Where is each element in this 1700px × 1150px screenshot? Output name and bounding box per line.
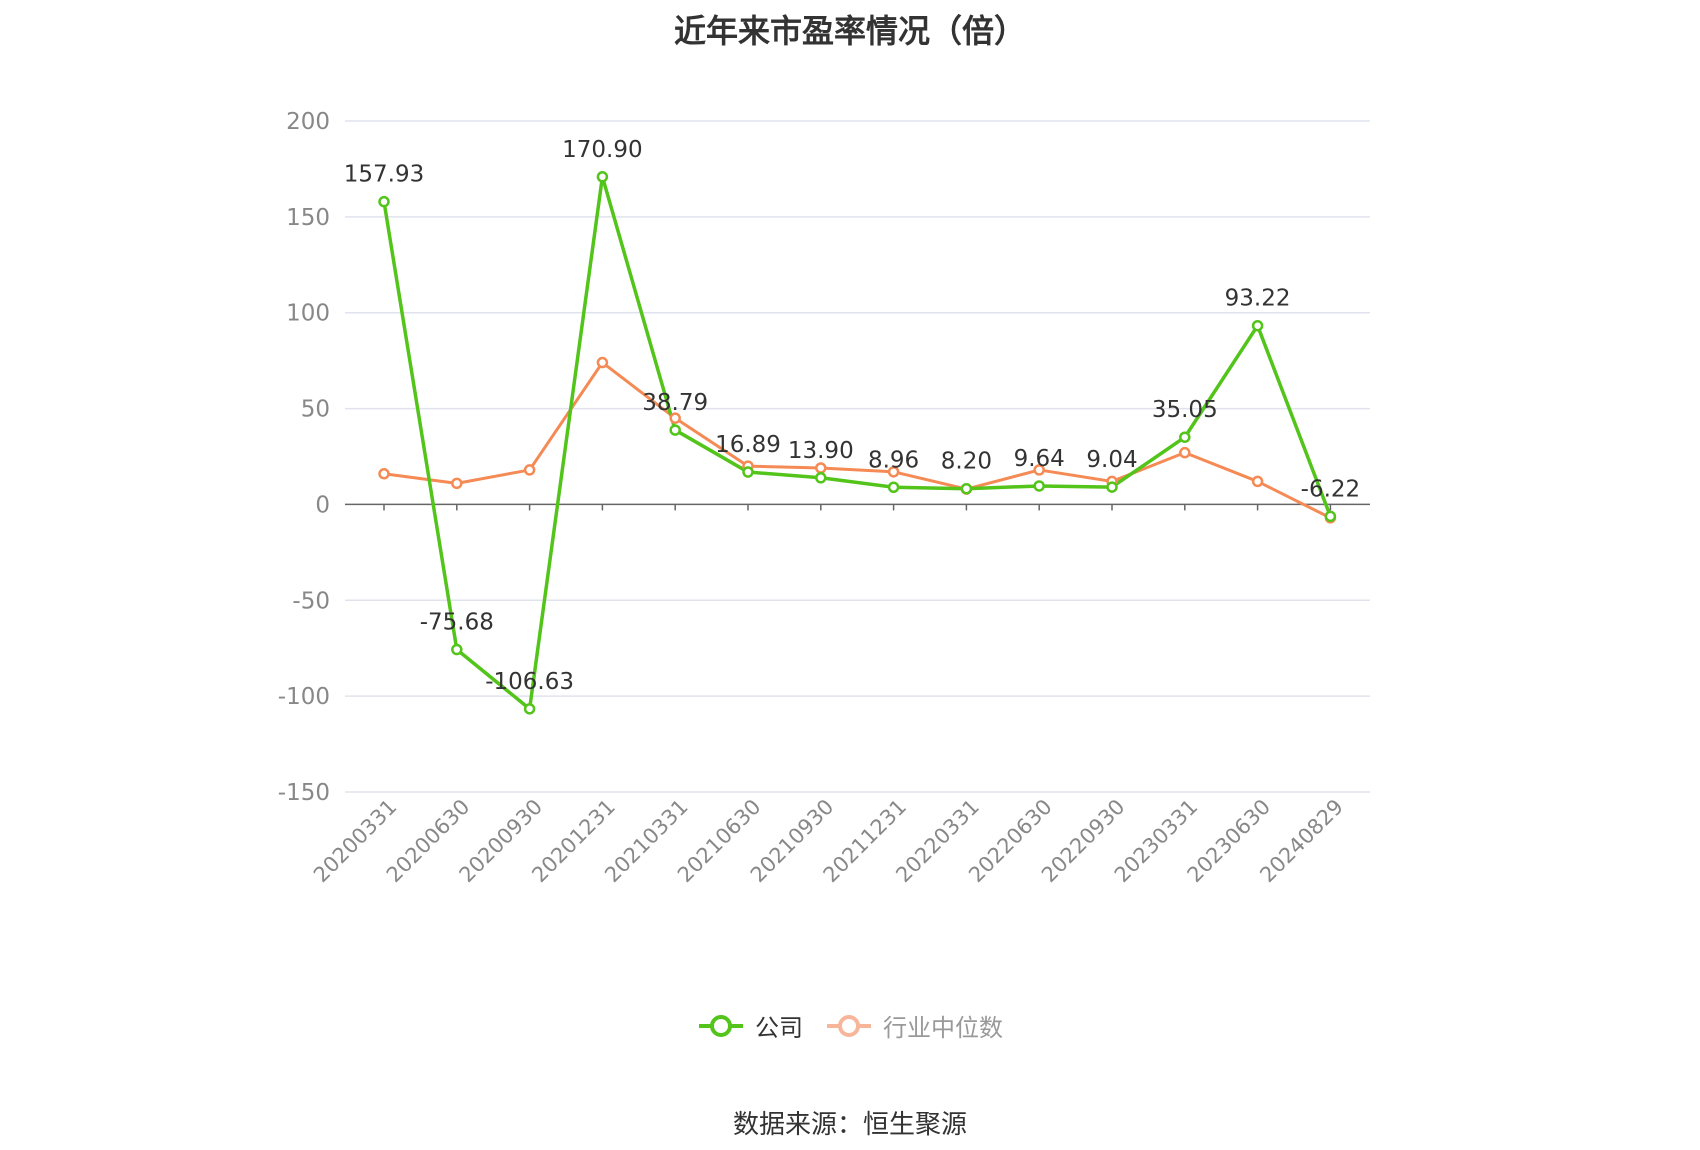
data-label: 8.96 — [868, 447, 919, 473]
source-note: 数据来源：恒生聚源 — [732, 1110, 967, 1140]
data-label: 38.79 — [642, 390, 708, 416]
y-tick-label: 200 — [286, 109, 330, 135]
y-tick-label: 100 — [286, 301, 330, 327]
data-point-industry-median[interactable] — [815, 462, 827, 474]
data-point-industry-median[interactable] — [378, 468, 390, 480]
legend-industry-label: 行业中位数 — [883, 1014, 1003, 1042]
data-point-company[interactable] — [815, 472, 827, 484]
data-point-industry-median[interactable] — [596, 356, 609, 369]
data-label: -75.68 — [420, 610, 494, 636]
series-line-industry-median — [383, 361, 1332, 520]
data-point-industry-median[interactable] — [1179, 446, 1191, 459]
data-point-company[interactable] — [451, 643, 463, 656]
data-point-company[interactable] — [1251, 319, 1264, 332]
data-label: 9.64 — [1014, 446, 1065, 472]
data-label: 13.90 — [788, 438, 854, 464]
data-point-company[interactable] — [1179, 431, 1191, 443]
data-label: 93.22 — [1225, 286, 1291, 312]
data-point-company[interactable] — [1033, 480, 1045, 492]
data-point-company[interactable] — [960, 482, 973, 495]
data-point-industry-median[interactable] — [1251, 475, 1264, 488]
data-point-company[interactable] — [669, 424, 681, 436]
data-labels: 157.93 -75.68 -106.63 170.90 38.79 16.89 13.90… — [344, 137, 1360, 695]
legend-item-industry-median[interactable]: 行业中位数 — [825, 1008, 1003, 1043]
legend: 公司 行业中位数 — [0, 1008, 1700, 1043]
y-tick-label: 50 — [301, 397, 330, 423]
y-tick-label: 0 — [315, 492, 330, 518]
data-label: -106.63 — [485, 669, 574, 695]
data-point-industry-median[interactable] — [669, 412, 681, 424]
series-lines — [382, 175, 1333, 711]
data-point-company[interactable] — [378, 195, 390, 208]
line-chart: -150-100-5005010015020020200331202006302… — [278, 109, 1370, 887]
data-label: 9.04 — [1086, 447, 1137, 473]
legend-item-company[interactable]: 公司 — [697, 1008, 803, 1043]
data-point-company[interactable] — [523, 703, 536, 715]
data-point-industry-median[interactable] — [887, 466, 900, 478]
data-label: 8.20 — [941, 449, 992, 475]
data-label: 170.90 — [562, 137, 642, 163]
data-point-company[interactable] — [742, 466, 754, 478]
data-point-industry-median[interactable] — [451, 477, 463, 490]
y-tick-label: -50 — [292, 588, 330, 614]
data-label: 35.05 — [1152, 397, 1218, 423]
data-point-industry-median[interactable] — [1033, 464, 1045, 476]
data-label: 157.93 — [344, 162, 424, 188]
legend-industry-swatch — [827, 1014, 871, 1037]
legend-company-label: 公司 — [755, 1014, 803, 1042]
y-tick-label: 150 — [286, 205, 330, 231]
series-line-company — [382, 175, 1333, 711]
data-point-company[interactable] — [1106, 481, 1118, 493]
chart-title: 近年来市盈率情况（倍） — [673, 12, 1026, 50]
data-label: 16.89 — [715, 432, 781, 458]
data-point-company[interactable] — [1324, 510, 1337, 523]
data-label: -6.22 — [1301, 476, 1361, 502]
y-tick-label: -150 — [278, 780, 330, 806]
data-point-company[interactable] — [596, 171, 609, 183]
y-tick-label: -100 — [278, 684, 330, 710]
axes: -150-100-5005010015020020200331202006302… — [278, 109, 1370, 887]
data-points — [378, 171, 1337, 715]
data-point-company[interactable] — [887, 481, 900, 494]
data-point-industry-median[interactable] — [523, 464, 536, 476]
legend-company-swatch — [699, 1014, 743, 1037]
